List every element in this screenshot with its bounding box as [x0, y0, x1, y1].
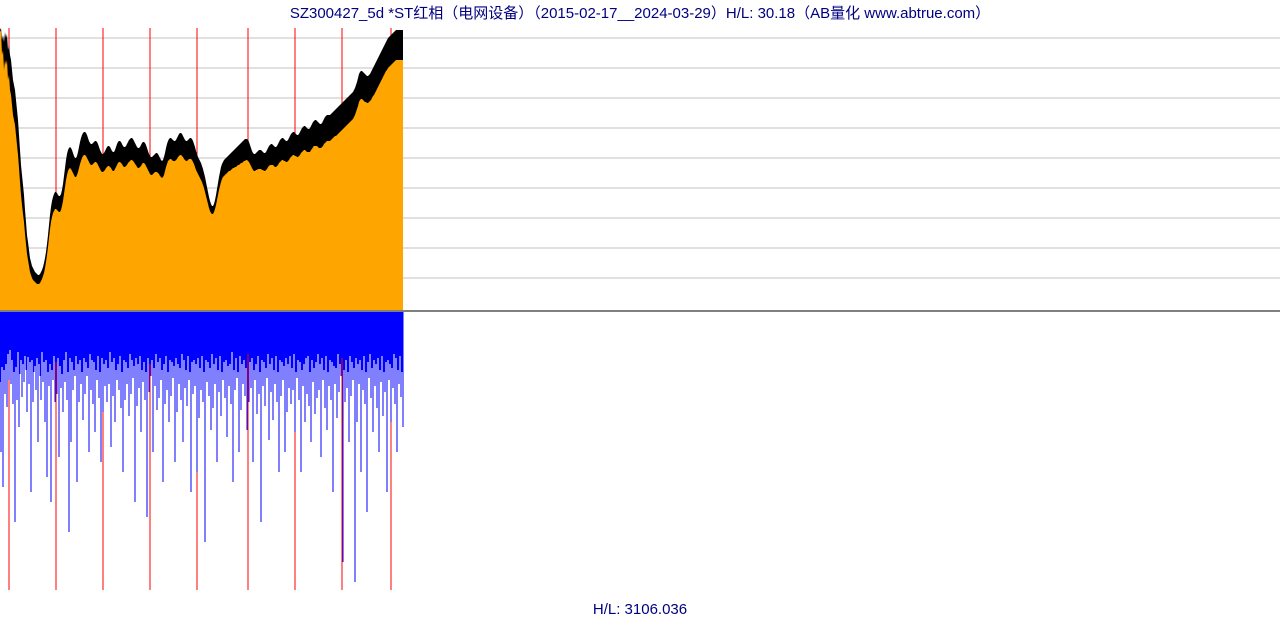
chart-container: SZ300427_5d *ST红相（电网设备）（2015-02-17__2024…	[0, 0, 1280, 620]
chart-svg	[0, 0, 1280, 620]
chart-footer: H/L: 3106.036	[0, 601, 1280, 618]
